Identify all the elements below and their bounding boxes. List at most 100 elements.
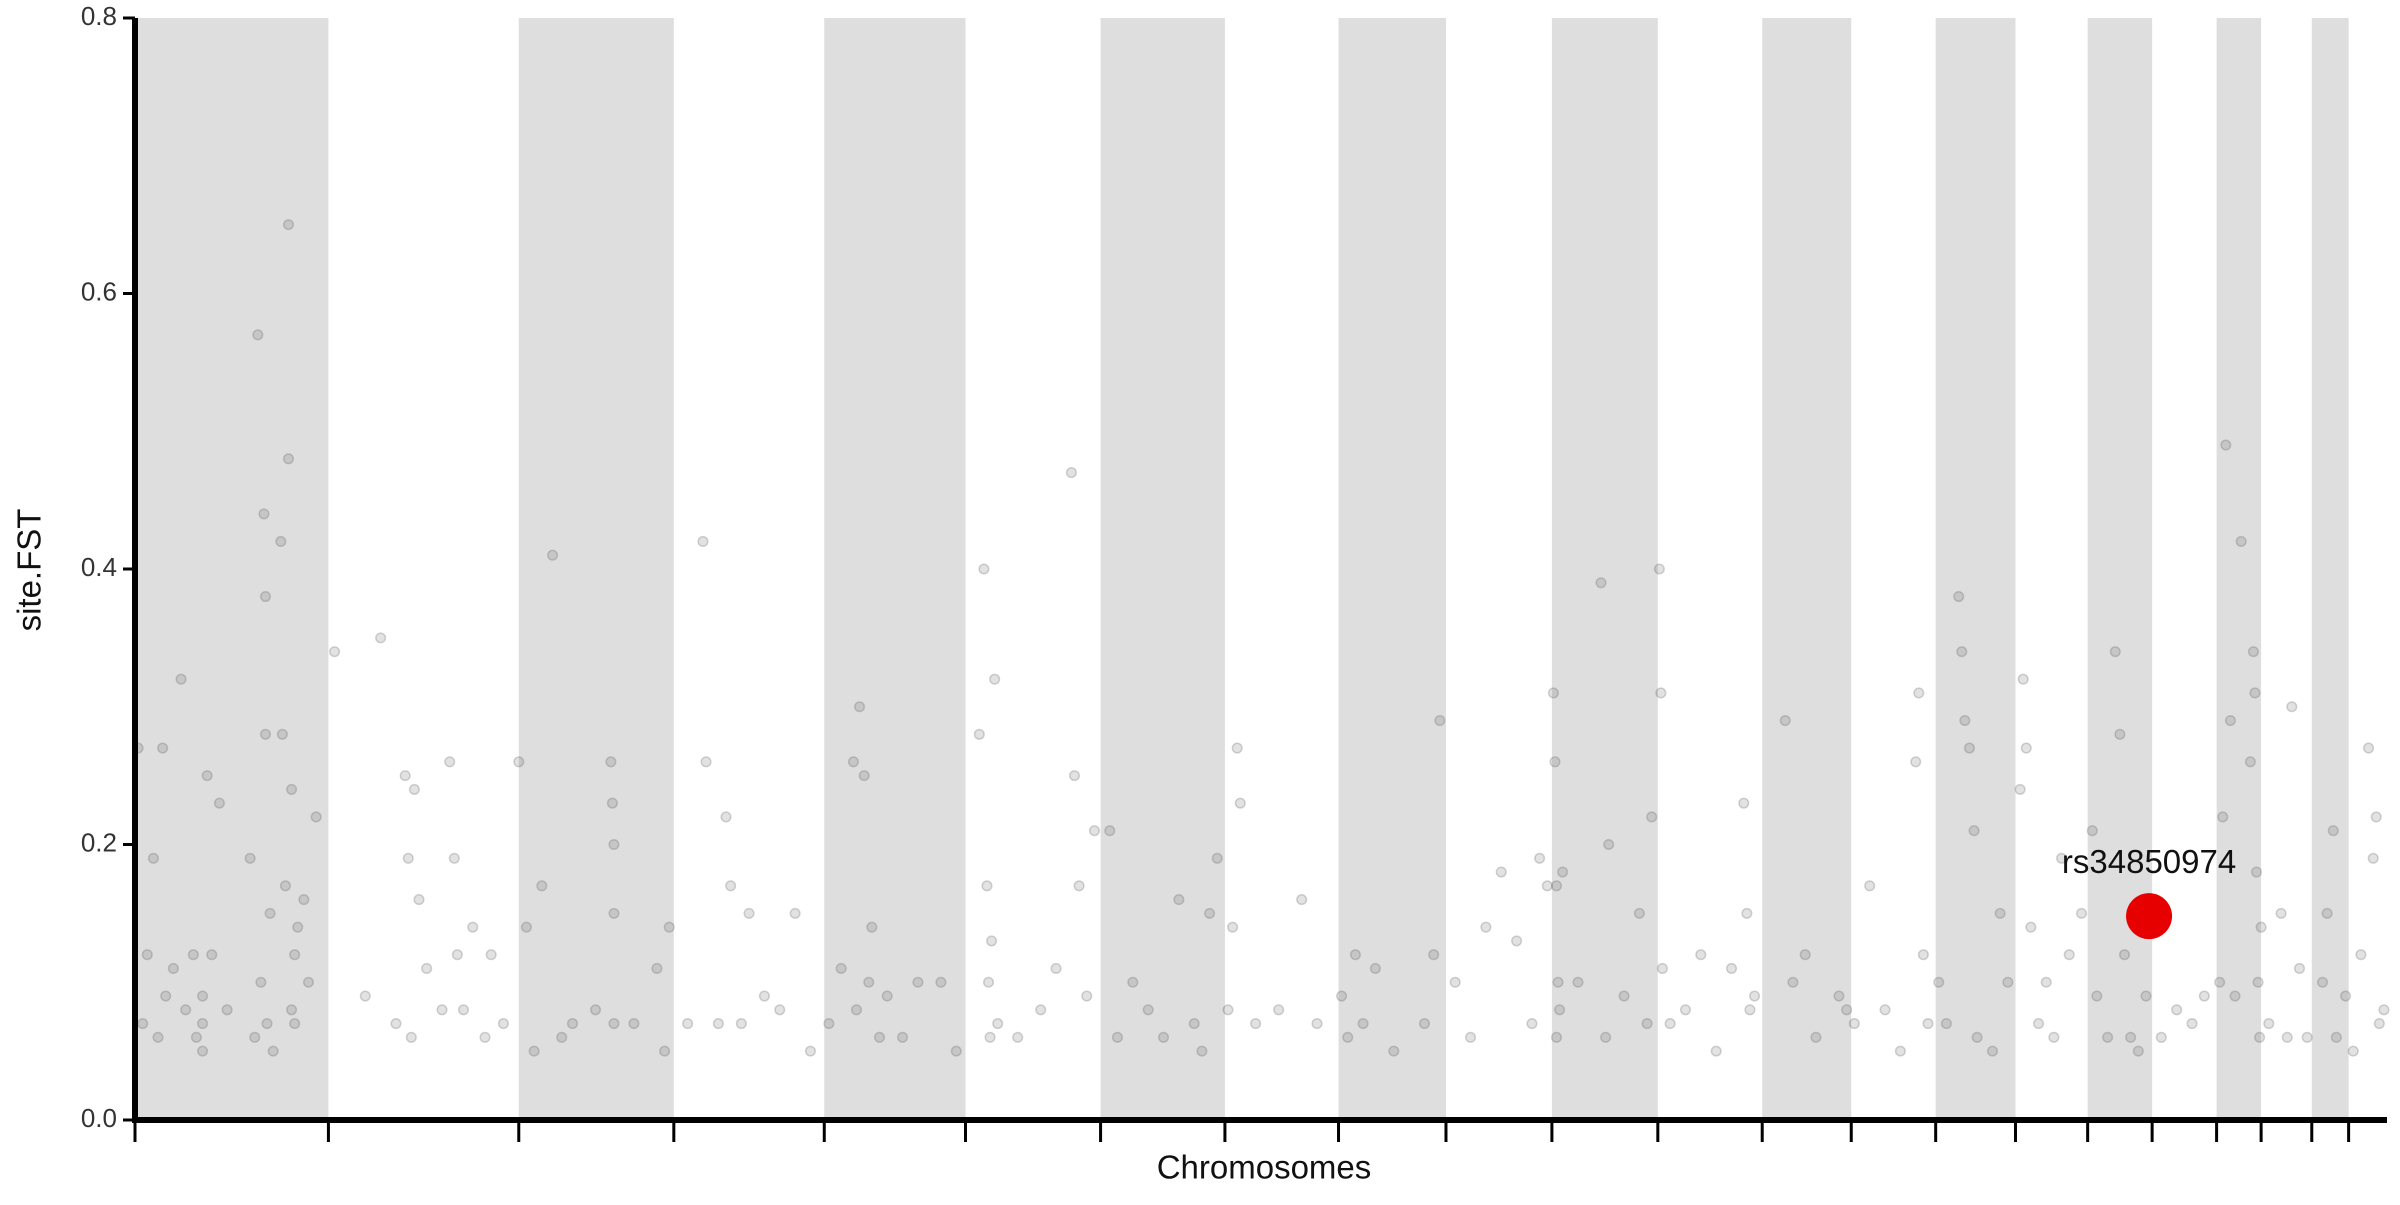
- point: [1956, 646, 1968, 658]
- point: [628, 1018, 640, 1030]
- point: [259, 728, 272, 740]
- point: [289, 1018, 301, 1030]
- point: [2025, 921, 2037, 933]
- point: [1550, 1031, 1563, 1043]
- point: [1679, 1004, 1692, 1016]
- point: [2056, 852, 2068, 864]
- point: [2125, 1031, 2137, 1043]
- point: [2355, 949, 2367, 961]
- point: [2249, 687, 2261, 699]
- point: [935, 976, 947, 988]
- axes: 0.0 0.2 0.4 0.6 0.8: [81, 1, 2387, 1142]
- point: [556, 1031, 568, 1043]
- point: [1068, 770, 1081, 782]
- point: [1572, 976, 1584, 988]
- point: [1142, 1004, 1154, 1016]
- point: [1953, 591, 1965, 603]
- point: [1222, 1004, 1234, 1016]
- point: [2367, 852, 2379, 864]
- point: [275, 535, 287, 548]
- point: [2250, 866, 2263, 878]
- point: [221, 1004, 233, 1016]
- point: [1968, 825, 1980, 837]
- point: [1012, 1031, 1024, 1043]
- chromosome-band: [1338, 18, 1446, 1120]
- point: [1554, 1004, 1566, 1016]
- point: [1922, 1018, 1934, 1030]
- y-tick-label: 0.8: [81, 1, 117, 31]
- point: [196, 990, 209, 1002]
- point: [1073, 880, 1085, 892]
- point: [897, 1031, 909, 1043]
- point: [497, 1018, 509, 1030]
- chromosome-band: [518, 18, 674, 1120]
- point: [2327, 825, 2339, 837]
- point: [2263, 1018, 2275, 1030]
- annotation: rs34850974: [2062, 843, 2236, 880]
- point: [520, 921, 533, 933]
- point: [992, 1018, 1004, 1030]
- point: [1963, 742, 1976, 754]
- point: [2217, 811, 2229, 823]
- point: [201, 770, 213, 782]
- point: [289, 949, 301, 961]
- point: [1656, 962, 1668, 975]
- point: [2235, 535, 2247, 548]
- point: [2114, 728, 2126, 740]
- point: [989, 673, 1001, 685]
- point: [2275, 907, 2287, 919]
- y-axis-label: site.FST: [11, 509, 48, 632]
- point: [1495, 866, 1507, 878]
- point: [2155, 1031, 2167, 1043]
- point: [2229, 990, 2241, 1002]
- point: [1273, 1004, 1285, 1016]
- point: [286, 783, 298, 795]
- point: [1653, 563, 1665, 575]
- highlight-point: [2126, 893, 2173, 940]
- point: [2244, 756, 2256, 768]
- point: [1603, 838, 1615, 851]
- point: [359, 990, 371, 1002]
- point: [566, 1018, 579, 1030]
- point: [1227, 921, 1239, 933]
- point: [448, 852, 460, 864]
- chromosome-band: [1551, 18, 1658, 1120]
- point: [536, 880, 548, 892]
- point: [1738, 797, 1750, 809]
- point: [1196, 1045, 1208, 1057]
- point: [858, 770, 870, 782]
- point: [213, 797, 225, 809]
- point: [546, 549, 559, 561]
- point: [413, 894, 425, 906]
- point: [1910, 756, 1922, 768]
- point: [823, 1018, 835, 1030]
- point: [605, 756, 617, 768]
- y-tick-label: 0.4: [81, 552, 117, 582]
- point: [513, 756, 525, 768]
- point: [881, 990, 893, 1002]
- point: [190, 1031, 202, 1043]
- point: [2321, 907, 2333, 919]
- point: [444, 756, 456, 768]
- point: [1111, 1031, 1124, 1043]
- point: [479, 1031, 491, 1043]
- point: [697, 535, 709, 548]
- point: [2340, 990, 2352, 1002]
- point: [1655, 687, 1667, 699]
- point: [2017, 673, 2029, 685]
- point: [252, 329, 264, 341]
- point: [720, 811, 732, 823]
- point: [157, 742, 169, 754]
- point: [2214, 976, 2226, 988]
- point: [1787, 976, 1799, 988]
- point: [1434, 714, 1446, 727]
- chromosome-band: [824, 18, 966, 1120]
- point: [606, 797, 618, 809]
- point: [258, 508, 270, 520]
- point: [982, 976, 995, 988]
- point: [276, 728, 288, 740]
- point: [2140, 990, 2152, 1002]
- point: [2040, 976, 2052, 988]
- point: [1748, 990, 1761, 1002]
